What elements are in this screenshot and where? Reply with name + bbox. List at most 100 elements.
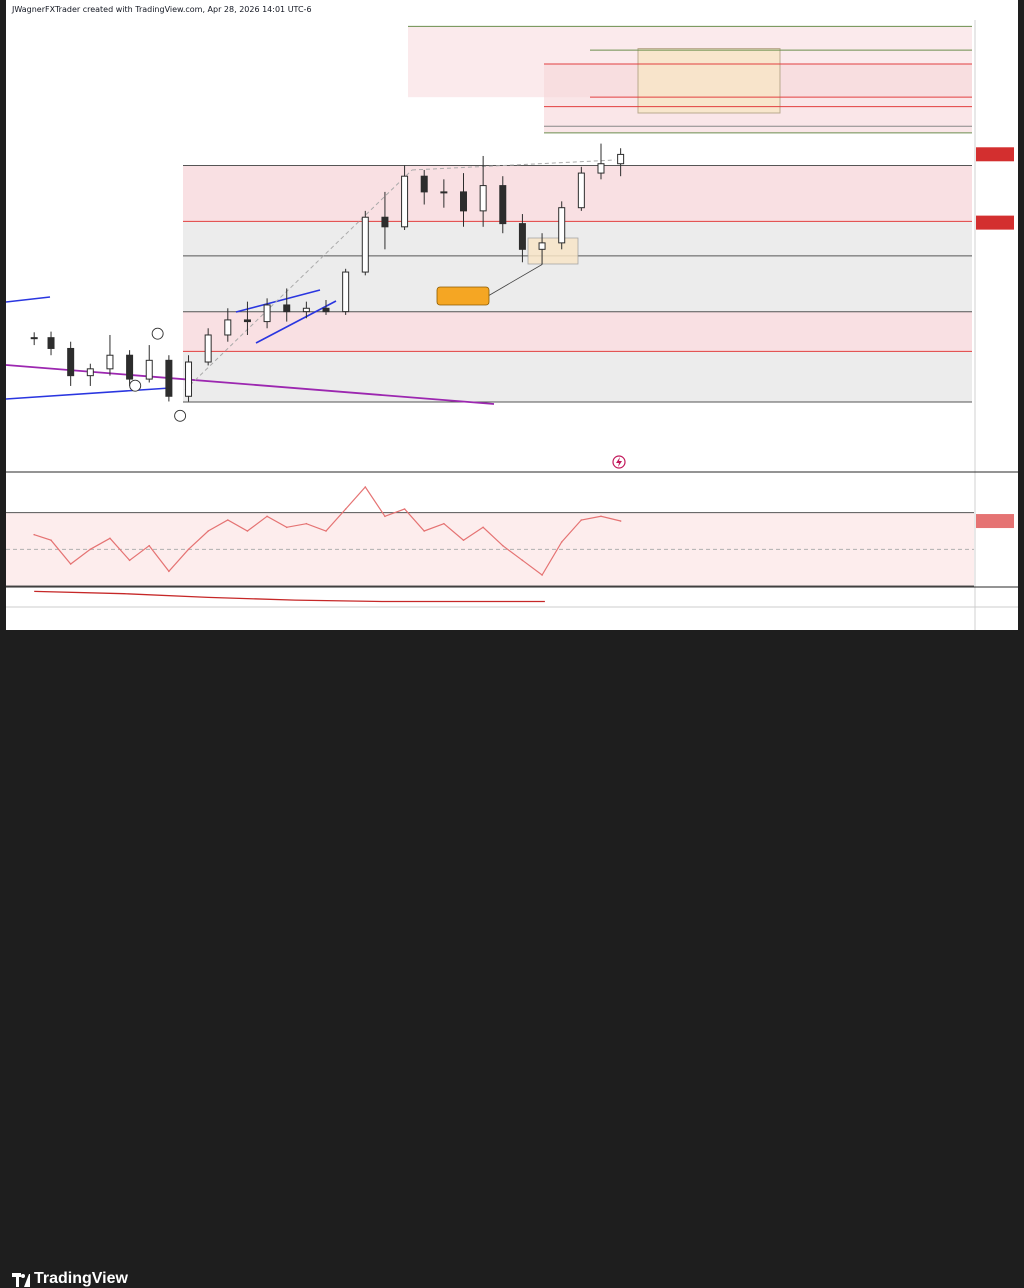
candle-body-2 xyxy=(67,347,75,377)
event-flash-icon[interactable] xyxy=(612,455,626,469)
event-icon-bolt xyxy=(616,457,622,467)
candle-body-29 xyxy=(597,163,605,174)
candle-14 xyxy=(302,301,310,319)
rsi-point-23 xyxy=(482,526,484,529)
candle-20 xyxy=(420,169,428,205)
channel-line-lower-left xyxy=(6,387,171,400)
rsi-point-10 xyxy=(227,519,229,521)
price-tag-bg-0 xyxy=(976,147,1014,162)
candle-12 xyxy=(263,298,271,329)
candle-24 xyxy=(499,176,507,234)
candle-body-13 xyxy=(283,304,291,313)
candle-9 xyxy=(204,328,212,366)
callout-box xyxy=(436,286,490,306)
candle-30 xyxy=(617,148,625,177)
channel-line-upper-left xyxy=(6,296,51,303)
rsi-point-30 xyxy=(619,520,622,522)
candle-1 xyxy=(47,331,55,356)
candle-27 xyxy=(558,201,566,250)
rsi-point-1 xyxy=(50,539,52,541)
rsi-point-8 xyxy=(187,548,190,551)
candle-body-21 xyxy=(440,191,448,194)
fib-zone-2 xyxy=(183,255,972,312)
rsi-point-20 xyxy=(423,530,426,532)
candle-body-18 xyxy=(381,216,389,228)
fedfunds-series-line xyxy=(34,590,545,603)
rsi-point-0 xyxy=(33,533,35,536)
rsi-point-19 xyxy=(403,508,406,510)
candle-body-1 xyxy=(47,337,55,349)
fib-zone-0 xyxy=(183,165,972,222)
candle-23 xyxy=(479,155,487,227)
tradingview-brand: TradingView xyxy=(34,1270,128,1287)
candle-body-8 xyxy=(185,361,193,397)
candle-body-26 xyxy=(538,242,546,250)
candle-body-9 xyxy=(204,334,212,363)
candle-body-23 xyxy=(479,185,487,212)
rsi-point-2 xyxy=(69,563,72,565)
candle-body-16 xyxy=(342,271,350,313)
rsi-point-15 xyxy=(325,530,327,532)
candle-15 xyxy=(322,299,330,315)
fib-zone-3 xyxy=(183,311,972,352)
candle-0 xyxy=(30,332,38,346)
candle-22 xyxy=(460,173,467,227)
channel-line-upper xyxy=(235,289,321,313)
candle-body-20 xyxy=(420,175,428,193)
price-tag-bg-1 xyxy=(976,215,1014,230)
candle-body-5 xyxy=(126,354,134,380)
wave-iv-box xyxy=(527,237,579,265)
candle-body-15 xyxy=(322,307,330,313)
rsi-point-7 xyxy=(168,570,170,573)
candle-body-4 xyxy=(106,354,114,370)
candle-body-27 xyxy=(558,207,566,244)
rsi-point-14 xyxy=(305,522,308,525)
target-box xyxy=(637,48,781,114)
rsi-point-22 xyxy=(462,539,465,541)
candle-body-7 xyxy=(165,359,173,397)
rsi-point-11 xyxy=(246,530,249,532)
candle-28 xyxy=(577,166,585,211)
candle-16 xyxy=(342,268,350,315)
candle-6 xyxy=(145,345,153,383)
rsi-point-5 xyxy=(128,559,131,562)
callout-leader xyxy=(487,264,543,297)
rsi-point-6 xyxy=(148,544,151,547)
fib-zone-4 xyxy=(183,351,972,403)
rsi-point-12 xyxy=(266,515,268,518)
candle-body-24 xyxy=(499,185,507,225)
dashed-projection-1 xyxy=(184,169,413,391)
rsi-point-26 xyxy=(541,574,543,576)
rsi-point-25 xyxy=(521,559,524,562)
candle-body-14 xyxy=(302,307,310,313)
rsi-point-13 xyxy=(285,526,288,529)
rsi-point-27 xyxy=(560,541,563,543)
rsi-point-29 xyxy=(600,515,602,518)
rsi-point-24 xyxy=(501,544,504,547)
rsi-point-16 xyxy=(344,508,347,510)
rsi-point-17 xyxy=(364,486,367,488)
candle-body-19 xyxy=(401,175,409,228)
candle-body-25 xyxy=(518,223,526,250)
candle-body-0 xyxy=(30,337,38,340)
candle-body-6 xyxy=(145,359,153,380)
rsi-point-28 xyxy=(580,519,583,521)
candle-8 xyxy=(185,355,193,402)
wave-label-circle-2 xyxy=(129,379,142,392)
candle-25 xyxy=(518,214,526,263)
rsi-point-21 xyxy=(443,522,445,525)
rsi-point-18 xyxy=(384,515,386,518)
dashed-projection-2 xyxy=(411,159,616,171)
candle-29 xyxy=(597,143,605,180)
candle-4 xyxy=(106,334,114,376)
footer-bar: TradingView xyxy=(0,630,1024,1287)
candle-body-30 xyxy=(617,153,625,165)
candle-7 xyxy=(165,355,173,402)
candle-body-3 xyxy=(86,368,94,377)
chart-canvas[interactable]: JWagnerFXTrader created with TradingView… xyxy=(0,0,1024,671)
candle-3 xyxy=(86,363,94,386)
attribution-text: JWagnerFXTrader created with TradingView… xyxy=(11,5,312,14)
candle-19 xyxy=(401,165,409,231)
candle-2 xyxy=(67,341,75,386)
rsi-point-9 xyxy=(207,530,209,532)
